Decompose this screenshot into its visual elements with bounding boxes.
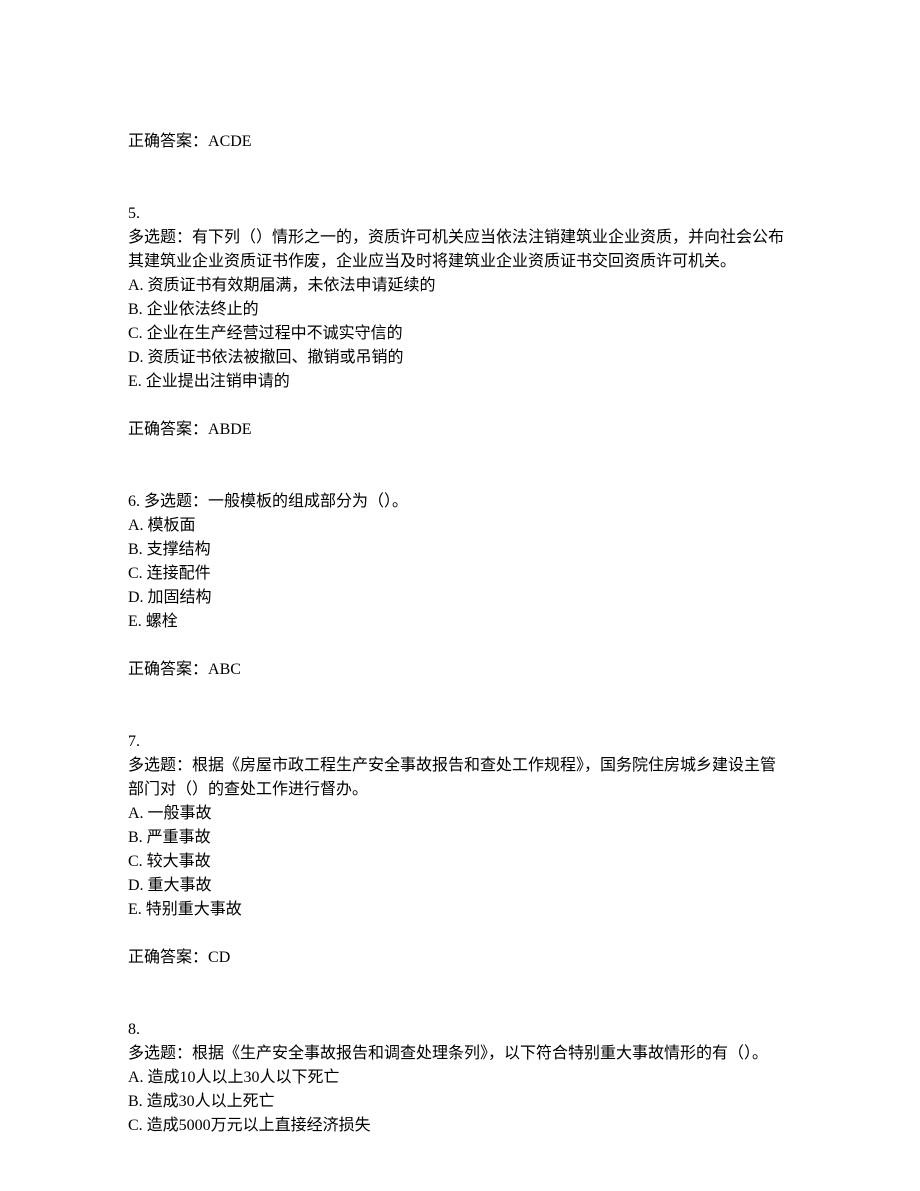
correct-answer: 正确答案：ABC (128, 658, 792, 682)
option-a: A. 一般事故 (128, 802, 792, 826)
option-c: C. 连接配件 (128, 562, 792, 586)
option-b: B. 严重事故 (128, 826, 792, 850)
answer-value: ACDE (208, 133, 252, 150)
option-d: D. 资质证书依法被撤回、撤销或吊销的 (128, 346, 792, 370)
question-text: 多选题：有下列（）情形之一的，资质许可机关应当依法注销建筑业企业资质，并向社会公… (128, 226, 792, 274)
question-number: 7. (128, 730, 792, 754)
question-number: 5. (128, 202, 792, 226)
option-a: A. 资质证书有效期届满，未依法申请延续的 (128, 274, 792, 298)
answer-prefix: 正确答案： (128, 133, 208, 150)
option-c: C. 企业在生产经营过程中不诚实守信的 (128, 322, 792, 346)
previous-answer: 正确答案：ACDE (128, 130, 792, 154)
question-text: 多选题：根据《房屋市政工程生产安全事故报告和查处工作规程》，国务院住房城乡建设主… (128, 754, 792, 802)
option-d: D. 重大事故 (128, 874, 792, 898)
question-8: 8. 多选题：根据《生产安全事故报告和调查处理条列》，以下符合特别重大事故情形的… (128, 1018, 792, 1138)
correct-answer: 正确答案：ABDE (128, 418, 792, 442)
option-a: A. 造成10人以上30人以下死亡 (128, 1066, 792, 1090)
option-d: D. 加固结构 (128, 586, 792, 610)
option-b: B. 造成30人以上死亡 (128, 1090, 792, 1114)
option-b: B. 企业依法终止的 (128, 298, 792, 322)
option-c: C. 造成5000万元以上直接经济损失 (128, 1114, 792, 1138)
correct-answer: 正确答案：CD (128, 946, 792, 970)
question-text: 多选题：根据《生产安全事故报告和调查处理条列》，以下符合特别重大事故情形的有（）… (128, 1042, 792, 1066)
option-c: C. 较大事故 (128, 850, 792, 874)
question-5: 5. 多选题：有下列（）情形之一的，资质许可机关应当依法注销建筑业企业资质，并向… (128, 202, 792, 442)
option-a: A. 模板面 (128, 514, 792, 538)
question-6: 6. 多选题：一般模板的组成部分为（）。 A. 模板面 B. 支撑结构 C. 连… (128, 490, 792, 682)
option-e: E. 特别重大事故 (128, 898, 792, 922)
option-e: E. 企业提出注销申请的 (128, 370, 792, 394)
option-e: E. 螺栓 (128, 610, 792, 634)
question-7: 7. 多选题：根据《房屋市政工程生产安全事故报告和查处工作规程》，国务院住房城乡… (128, 730, 792, 970)
option-b: B. 支撑结构 (128, 538, 792, 562)
question-text: 6. 多选题：一般模板的组成部分为（）。 (128, 490, 792, 514)
question-number: 8. (128, 1018, 792, 1042)
